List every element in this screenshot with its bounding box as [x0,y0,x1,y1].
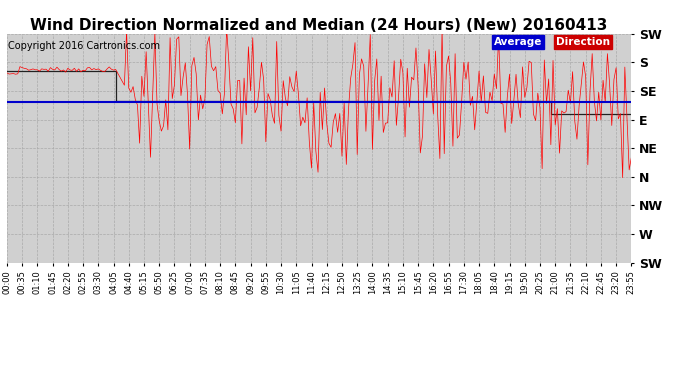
Text: Direction: Direction [556,37,611,47]
Text: Average: Average [494,37,542,47]
Text: Copyright 2016 Cartronics.com: Copyright 2016 Cartronics.com [8,40,160,51]
Title: Wind Direction Normalized and Median (24 Hours) (New) 20160413: Wind Direction Normalized and Median (24… [30,18,608,33]
